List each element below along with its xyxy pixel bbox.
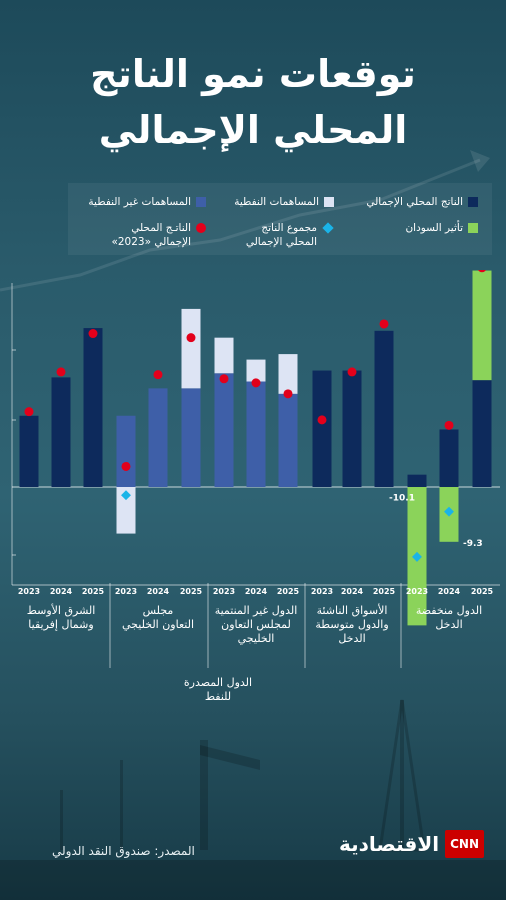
bar-non_oil-2023	[214, 373, 234, 487]
bar-oil-2025	[181, 308, 201, 389]
gdp-2023-marker	[88, 329, 98, 339]
legend-item-oil: المساهمات النفطية	[234, 195, 334, 209]
legend-label: تأثير السودان	[405, 222, 463, 234]
bar-non_oil-2024	[148, 388, 168, 487]
legend-swatch	[468, 223, 478, 233]
year-tick-label: 2024	[245, 587, 268, 596]
bar-gdp-2023	[19, 415, 39, 487]
bar-gdp-2024	[342, 370, 362, 487]
bar-non_oil-2025	[181, 388, 201, 487]
bar-oil-2023	[116, 487, 136, 534]
year-tick-label: 2025	[277, 587, 300, 596]
parent-group-label: الدول المصدرة	[184, 676, 252, 689]
year-tick-label: 2023	[406, 587, 428, 596]
bar-gdp-2025	[374, 330, 394, 487]
bar-gdp-2023	[312, 370, 332, 487]
legend-diamond-icon	[322, 222, 334, 234]
chart-area: 2023 2024 2025 2023 2024 2025 2023 2024 2025 2023…	[11, 270, 500, 703]
group-label: الأسواق الناشئة	[317, 603, 388, 617]
bar-non_oil-2024	[246, 381, 266, 487]
total-gdp-marker	[412, 551, 422, 562]
year-tick-label: 2025	[373, 587, 396, 596]
gdp-2023-marker	[478, 270, 486, 273]
group-label: والدول متوسطة	[315, 618, 388, 631]
gdp-2023-marker	[379, 319, 389, 329]
legend-label: المساهمات غير النفطية	[88, 196, 191, 208]
gdp-2023-marker	[444, 420, 454, 430]
bar-non_oil-2023	[116, 415, 136, 487]
bar-sudan-2025	[472, 270, 492, 381]
bar-oil-2025	[278, 354, 298, 394]
legend-item-sudan: تأثير السودان	[405, 221, 478, 235]
legend-label: الناتـج المحلي الإجمالي «2023»	[111, 222, 191, 248]
gdp-2023-marker	[219, 374, 229, 384]
bar-gdp-2024	[51, 377, 71, 487]
value-label: -10.1	[389, 494, 415, 504]
total-gdp-marker	[444, 506, 454, 517]
gdp-2023-marker	[121, 461, 131, 471]
group-label: الدخل	[338, 632, 365, 645]
group-label: لمجلس التعاون	[221, 618, 291, 631]
year-tick-label: 2024	[147, 587, 170, 596]
brand-logo: الاقتصادية CNN	[339, 830, 484, 858]
gdp-2023-marker	[153, 370, 163, 380]
source-note: المصدر: صندوق النقد الدولي	[52, 844, 195, 858]
group-label: التعاون الخليجي	[122, 618, 194, 631]
gdp-2023-marker	[186, 333, 196, 343]
legend-item-gdp-2023: الناتـج المحلي الإجمالي «2023»	[96, 221, 206, 249]
gdp-2023-marker	[251, 378, 261, 388]
bar-gdp-2023	[407, 474, 427, 487]
bar-oil-2024	[246, 359, 266, 382]
legend-item-total: مجموع الناتج المحلي الإجمالي	[236, 221, 334, 249]
legend-item-gdp: الناتج المحلي الإجمالي	[366, 195, 478, 209]
year-tick-label: 2024	[438, 587, 461, 596]
legend: الناتج المحلي الإجمالي المساهمات النفطية…	[68, 183, 492, 255]
year-tick-label: 2023	[18, 587, 40, 596]
gdp-2023-marker	[317, 415, 327, 425]
year-tick-label: 2024	[341, 587, 364, 596]
gdp-2023-marker	[347, 367, 357, 377]
group-label: الخليجي	[238, 632, 275, 645]
legend-label: المساهمات النفطية	[234, 196, 319, 208]
year-tick-label: 2025	[180, 587, 203, 596]
year-tick-label: 2023	[311, 587, 333, 596]
group-label: الدول غير المنتمية	[215, 604, 298, 617]
bar-gdp-2025	[83, 328, 103, 487]
bar-gdp-2024	[439, 429, 459, 487]
year-tick-label: 2024	[50, 587, 73, 596]
year-tick-label: 2023	[115, 587, 137, 596]
chart-title-line-1: توقعات نمو الناتج	[90, 52, 416, 96]
parent-group-label: للنفط	[205, 690, 231, 703]
year-tick-label: 2025	[82, 587, 105, 596]
legend-dot-icon	[196, 223, 206, 233]
legend-item-non-oil: المساهمات غير النفطية	[88, 195, 206, 209]
legend-swatch	[468, 197, 478, 207]
group-label: مجلس	[143, 604, 174, 617]
legend-swatch	[196, 197, 206, 207]
group-label: الشرق الأوسط	[27, 603, 96, 617]
year-tick-label: 2023	[213, 587, 235, 596]
legend-label: مجموع الناتج المحلي الإجمالي	[245, 222, 317, 248]
group-label: وشمال إفريقيا	[28, 618, 93, 631]
gdp-2023-marker	[24, 407, 34, 417]
bar-gdp-2025	[472, 380, 492, 487]
group-label: الدخل	[435, 618, 462, 631]
gdp-2023-marker	[56, 367, 66, 377]
group-label: الدول منخفضة	[416, 604, 482, 617]
legend-label: الناتج المحلي الإجمالي	[366, 196, 463, 208]
bar-oil-2023	[214, 337, 234, 374]
value-label: -9.3	[463, 539, 483, 549]
brand-name: الاقتصادية	[338, 832, 440, 856]
gdp-2023-marker	[283, 389, 293, 399]
chart-title-line-2: المحلي الإجمالي	[98, 108, 408, 152]
legend-swatch	[324, 197, 334, 207]
year-tick-label: 2025	[471, 587, 494, 596]
cnn-logo: CNN	[445, 830, 484, 858]
bar-non_oil-2025	[278, 393, 298, 487]
